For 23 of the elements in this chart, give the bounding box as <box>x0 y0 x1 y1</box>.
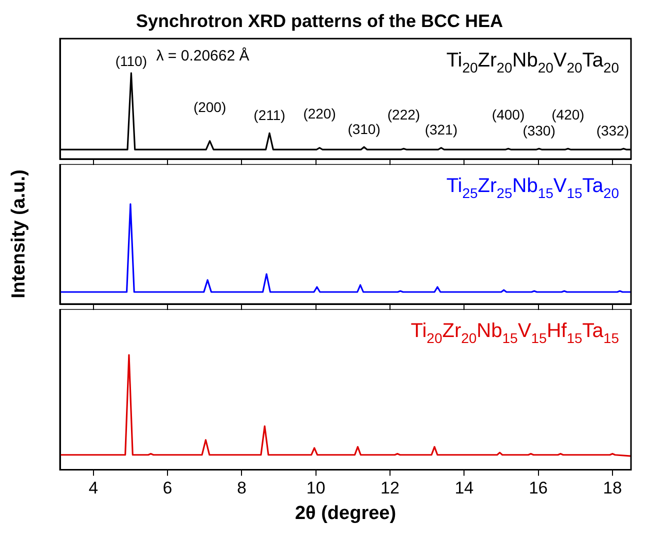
x-tick-label: 4 <box>88 478 98 498</box>
x-tick-label: 12 <box>380 478 400 498</box>
x-axis-title: 2θ (degree) <box>294 502 396 524</box>
annotation: (310) <box>348 120 380 137</box>
x-tick-label: 10 <box>306 478 326 498</box>
annotation: (330) <box>522 122 556 139</box>
annotation: (211) <box>254 107 286 124</box>
annotation: (332) <box>596 122 629 139</box>
annotation: (110) <box>115 52 148 69</box>
y-axis-title: Intensity (a.u.) <box>8 170 30 298</box>
text: λ = 0.20662 Å <box>156 46 250 65</box>
x-tick-label: 16 <box>528 478 548 498</box>
x-tick-label: 18 <box>603 478 622 498</box>
annotation: (222) <box>387 106 420 123</box>
annotation: (200) <box>193 98 226 115</box>
annotation: (220) <box>303 106 336 122</box>
x-tick-label: 14 <box>454 478 474 498</box>
x-tick-label: 6 <box>162 478 172 498</box>
chart-title: Synchrotron XRD patterns of the BCC HEA <box>136 10 504 31</box>
annotation: (400) <box>492 106 525 123</box>
x-tick-label: 8 <box>236 478 246 498</box>
annotation: (420) <box>552 106 584 123</box>
annotation: (321) <box>424 122 458 138</box>
